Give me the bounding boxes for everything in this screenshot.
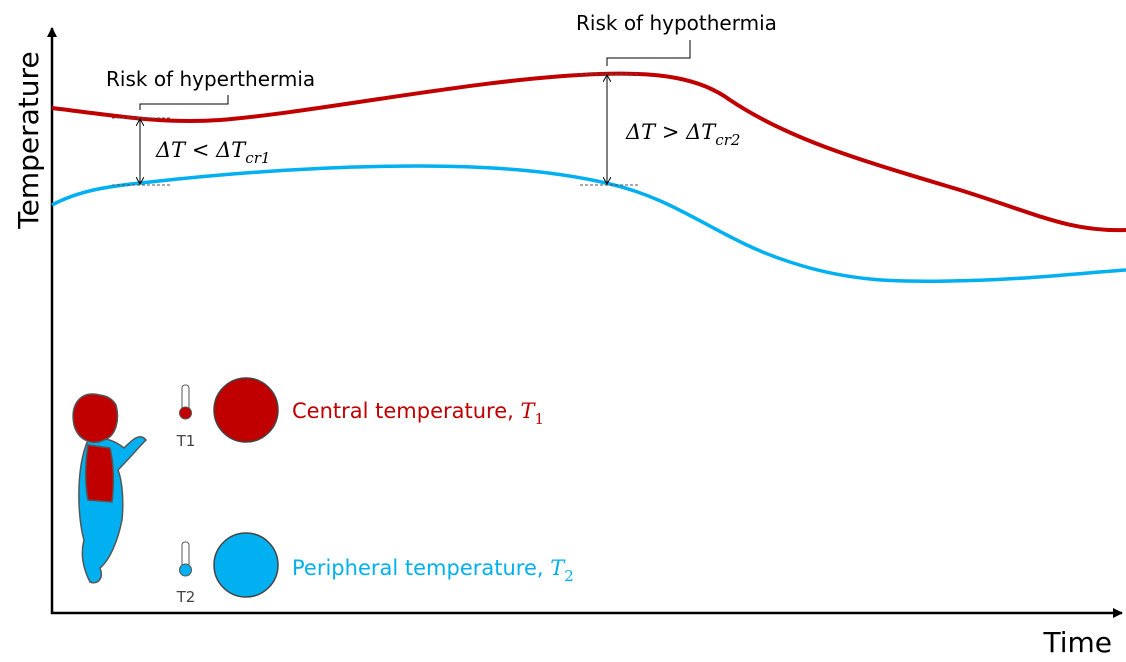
baby-head: [72, 393, 119, 444]
legend-label: Peripheral temperature, T2: [292, 556, 574, 585]
formula: ΔT > ΔT: [625, 120, 717, 144]
annotation-formula: ΔT > ΔTcr2: [625, 120, 740, 149]
y-axis-label: Temperature: [12, 51, 45, 229]
leader: [606, 40, 691, 66]
baby-icon: [72, 393, 147, 584]
subscript: 1: [535, 410, 545, 428]
baby-torso: [84, 444, 115, 503]
annotation-label: Risk of hypothermia: [576, 11, 777, 35]
formula-subscript: cr1: [245, 149, 270, 167]
formula-subscript: cr2: [715, 131, 740, 149]
legend-central: T1 Central temperature, T1: [176, 377, 544, 450]
thermometer-bulb: [179, 563, 192, 577]
legend-label: Central temperature, T1: [292, 399, 544, 428]
thermometer-label: T2: [176, 588, 196, 606]
thermometer-label: T1: [176, 432, 196, 450]
thermometer-bulb: [179, 406, 192, 420]
central-curve: [51, 71, 1126, 233]
peripheral-curve: [51, 164, 1126, 284]
annotation-formula: ΔT < ΔTcr1: [155, 138, 270, 167]
label: Central temperature,: [292, 399, 521, 423]
leader: [139, 95, 229, 110]
symbol: T: [550, 556, 566, 580]
formula: ΔT < ΔT: [155, 138, 247, 162]
legend-swatch: [213, 532, 279, 598]
label: Peripheral temperature,: [292, 556, 550, 580]
annotation-label: Risk of hyperthermia: [106, 67, 315, 91]
legend-swatch: [213, 377, 279, 443]
symbol: T: [521, 399, 537, 423]
subscript: 2: [564, 567, 574, 585]
legend-peripheral: T2 Peripheral temperature, T2: [176, 532, 574, 606]
x-axis-label: Time: [1042, 626, 1112, 659]
